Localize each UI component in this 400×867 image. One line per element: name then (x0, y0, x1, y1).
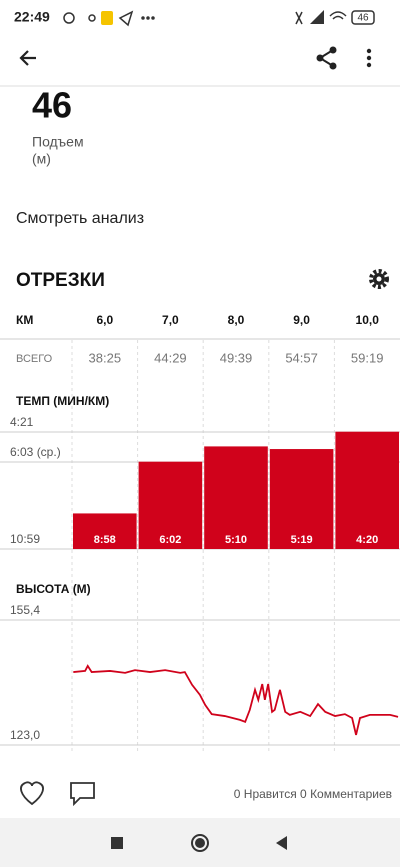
bar-label: 5:19 (291, 534, 313, 546)
y-tick-label: 155,4 (10, 603, 40, 617)
bar (335, 431, 399, 549)
bar (204, 446, 268, 549)
bar-label: 4:20 (356, 534, 378, 546)
bar-label: 8:58 (94, 534, 116, 546)
table-cell: ВСЕГО (16, 353, 53, 365)
summary-unit: (м) (32, 151, 51, 167)
status-icons (63, 10, 375, 27)
nav-recent[interactable] (111, 837, 123, 849)
chart-title: ВЫСОТА (М) (16, 582, 91, 596)
summary-label: Подъем (32, 134, 84, 150)
social-counts: 0 Нравится 0 Комментариев (234, 787, 392, 801)
y-tick-label: 6:03 (ср.) (10, 445, 61, 459)
table-cell: 38:25 (89, 350, 122, 365)
analysis-link[interactable]: Смотреть анализ (16, 210, 144, 227)
nav-home[interactable] (191, 834, 209, 852)
bar (269, 449, 334, 549)
splits-title: ОТРЕЗКИ (16, 270, 105, 291)
y-tick-label: 10:59 (10, 532, 40, 546)
settings-button[interactable] (369, 269, 389, 289)
bar-label: 6:02 (159, 534, 181, 546)
status-time: 22:49 (14, 9, 50, 25)
nav-back[interactable] (276, 836, 287, 850)
bar-label: 5:10 (225, 534, 247, 546)
comment-button[interactable] (70, 782, 95, 807)
table-cell: 54:57 (285, 350, 318, 365)
table-cell: 59:19 (351, 350, 384, 365)
table-cell: 44:29 (154, 350, 187, 365)
table-header-cell: КМ (16, 313, 33, 327)
battery-level: 46 (357, 13, 369, 24)
chart-title: ТЕМП (МИН/КМ) (16, 394, 109, 408)
elevation-line (73, 664, 399, 736)
summary-value: 46 (32, 85, 72, 126)
table-header-cell: 9,0 (293, 313, 310, 327)
table-header-cell: 8,0 (228, 313, 245, 327)
table-header-cell: 6,0 (96, 313, 113, 327)
back-button[interactable] (19, 50, 36, 66)
like-button[interactable] (20, 781, 44, 806)
share-button[interactable] (316, 46, 337, 70)
table-cell: 49:39 (220, 350, 253, 365)
table-header-cell: 7,0 (162, 313, 179, 327)
more-button[interactable] (366, 48, 372, 68)
y-tick-label: 4:21 (10, 415, 34, 429)
bar (138, 461, 203, 549)
y-tick-label: 123,0 (10, 728, 40, 742)
table-header-cell: 10,0 (356, 313, 380, 327)
app-bar-shadow (0, 85, 400, 87)
bar (73, 513, 137, 549)
